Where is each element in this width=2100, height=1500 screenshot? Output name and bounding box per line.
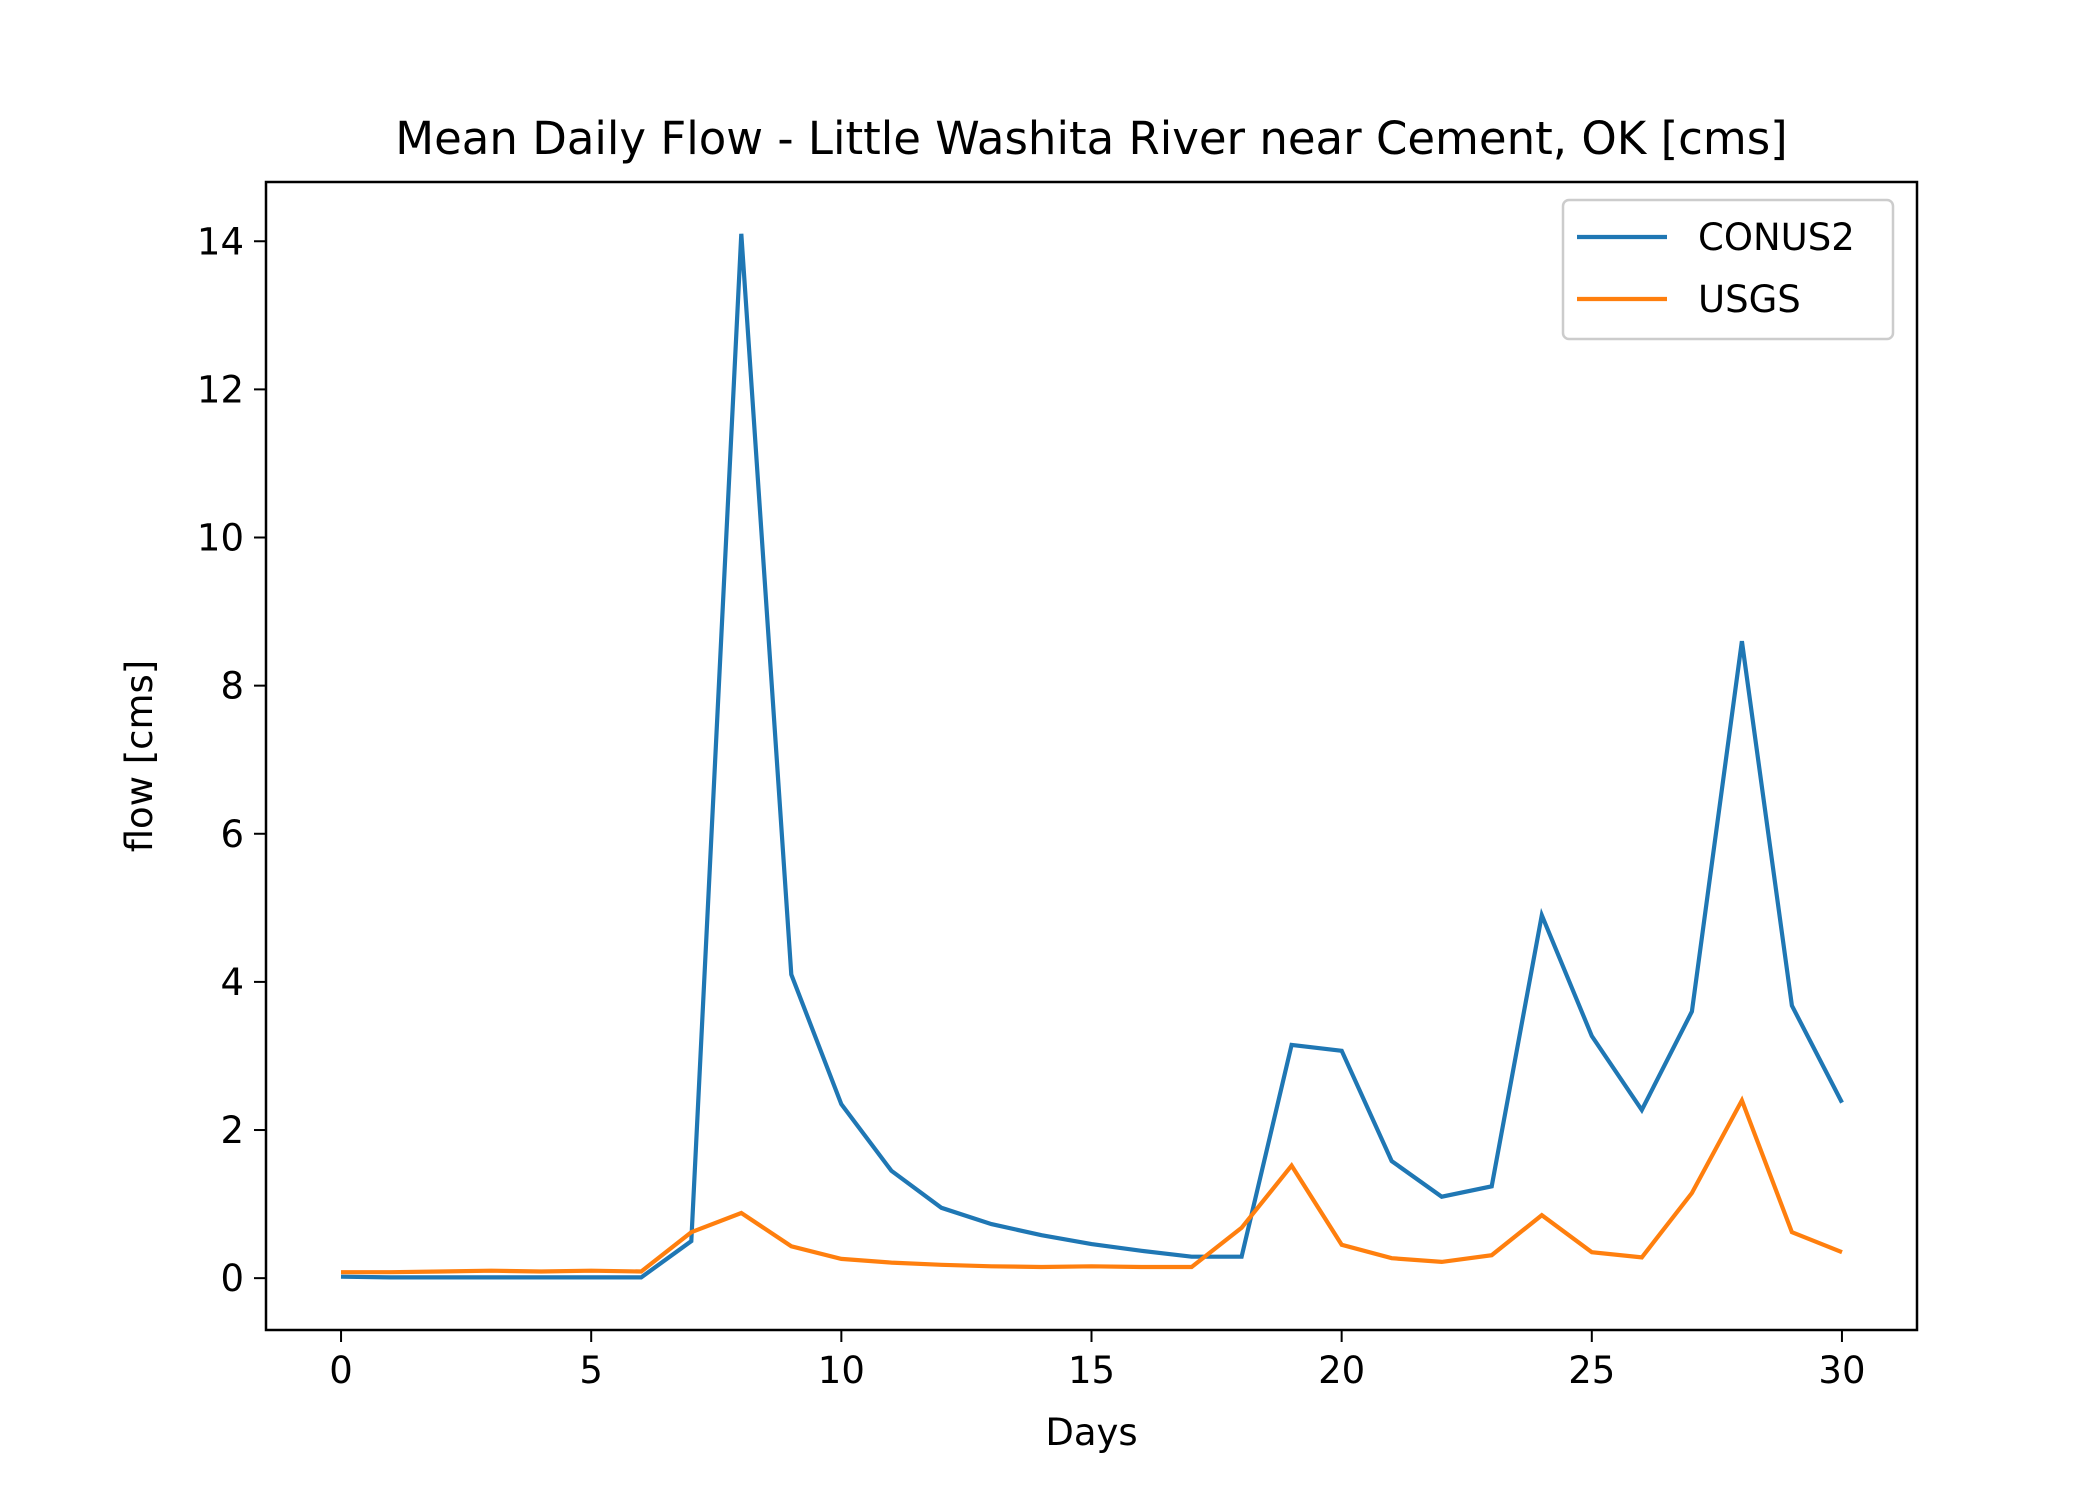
plot-area <box>340 233 1844 1280</box>
legend-box <box>1561 198 1895 341</box>
y-tick-label: 0 <box>220 1257 244 1300</box>
x-axis-title: Days <box>1045 1411 1137 1454</box>
y-tick-label: 4 <box>220 961 244 1004</box>
series-line-usgs <box>341 1095 1843 1275</box>
legend: CONUS2 USGS <box>1561 198 1895 341</box>
y-tick-label: 6 <box>220 813 244 856</box>
x-tick-label: 20 <box>1318 1349 1365 1392</box>
y-tick-label: 2 <box>220 1109 244 1152</box>
legend-label: USGS <box>1698 278 1801 321</box>
y-tick-label: 8 <box>220 665 244 708</box>
y-axis: 0 2 4 6 8 10 12 14 <box>197 220 266 1300</box>
x-axis: 0 5 10 15 20 25 30 <box>329 1330 1866 1392</box>
legend-label: CONUS2 <box>1698 216 1855 259</box>
series-conus2 <box>340 233 1844 1280</box>
x-tick-label: 30 <box>1818 1349 1865 1392</box>
y-tick-label: 10 <box>197 517 244 560</box>
series-line-conus2 <box>340 233 1844 1280</box>
y-tick-label: 12 <box>197 368 244 411</box>
series-usgs <box>341 1095 1843 1275</box>
x-tick-label: 15 <box>1068 1349 1115 1392</box>
y-axis-title: flow [cms] <box>118 660 161 853</box>
x-tick-label: 25 <box>1568 1349 1615 1392</box>
plot-frame <box>264 180 1919 1332</box>
x-tick-label: 0 <box>329 1349 353 1392</box>
y-tick-label: 14 <box>197 220 244 263</box>
x-tick-label: 5 <box>579 1349 603 1392</box>
x-tick-label: 10 <box>818 1349 865 1392</box>
chart-title: Mean Daily Flow - Little Washita River n… <box>395 112 1787 165</box>
